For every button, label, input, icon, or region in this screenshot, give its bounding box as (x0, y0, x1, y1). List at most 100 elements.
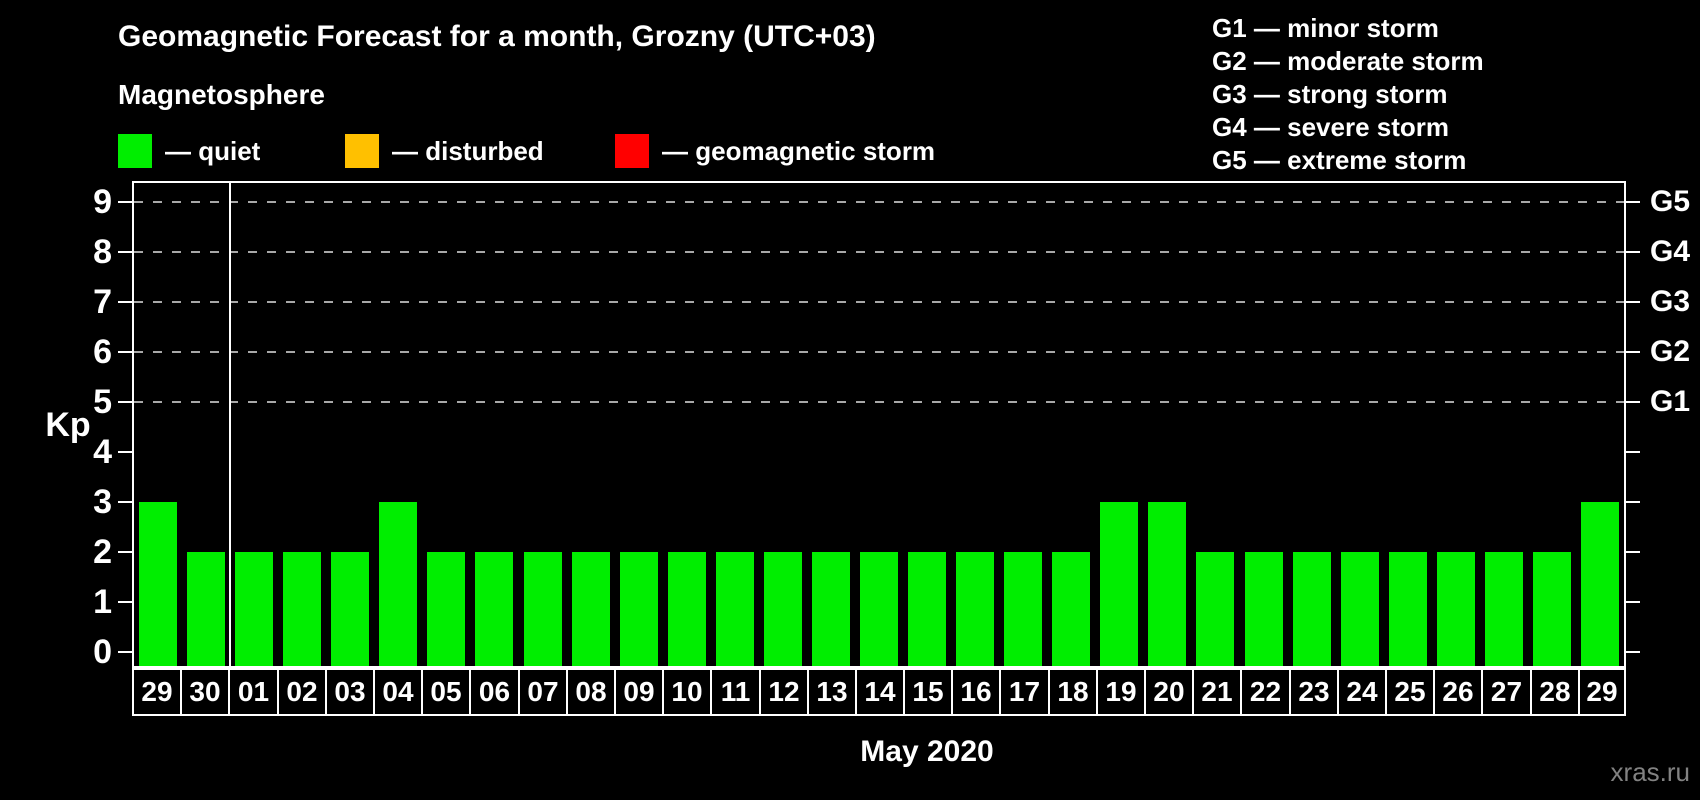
day-label-11: 11 (710, 668, 761, 716)
gridline-kp7 (134, 301, 1624, 303)
day-label-26: 26 (1433, 668, 1483, 716)
legend-label-quiet: — quiet (165, 135, 261, 166)
bar-day-24 (1341, 552, 1379, 666)
storm-color-swatch (615, 134, 649, 168)
day-label-21: 21 (1192, 668, 1242, 716)
g-scale-label-G1: G1 (1650, 385, 1691, 418)
day-label-02: 02 (277, 668, 327, 716)
day-label-27: 27 (1481, 668, 1532, 716)
storm-scale-legend-item-g5: G5 — extreme storm (1212, 145, 1467, 175)
storm-scale-legend-item-g2: G2 — moderate storm (1212, 46, 1484, 76)
legend-item-geomagnetic-storm: — geomagnetic storm (615, 133, 935, 169)
y-tick-label-7: 7 (93, 283, 112, 321)
storm-scale-legend-item-g4: G4 — severe storm (1212, 112, 1450, 142)
bar-day-27 (1485, 552, 1523, 666)
bar-day-17 (1004, 552, 1042, 666)
y-axis-title: Kp (45, 406, 91, 444)
quiet-color-swatch (118, 134, 152, 168)
bar-day-28 (1533, 552, 1571, 666)
day-label-13: 13 (807, 668, 857, 716)
g-scale-label-G2: G2 (1650, 335, 1691, 368)
day-label-29: 29 (1578, 668, 1626, 716)
day-label-15: 15 (903, 668, 953, 716)
bar-day-30 (187, 552, 225, 666)
bar-day-01 (235, 552, 273, 666)
disturbed-color-swatch (345, 134, 379, 168)
bar-day-02 (283, 552, 321, 666)
day-label-10: 10 (662, 668, 712, 716)
bar-day-11 (716, 552, 754, 666)
y-tick-label-8: 8 (93, 233, 112, 271)
bar-day-09 (620, 552, 658, 666)
bar-day-18 (1052, 552, 1090, 666)
y-tick-right-4 (1626, 451, 1640, 453)
y-tick-right-1 (1626, 601, 1640, 603)
g-scale-label-G4: G4 (1650, 235, 1691, 268)
y-tick-left-0 (118, 651, 132, 653)
y-tick-right-7 (1626, 301, 1640, 303)
y-tick-right-2 (1626, 551, 1640, 553)
y-tick-left-3 (118, 501, 132, 503)
day-label-14: 14 (855, 668, 905, 716)
legend-label-geomagnetic-storm: — geomagnetic storm (662, 135, 936, 166)
bar-day-10 (668, 552, 706, 666)
y-tick-right-6 (1626, 351, 1640, 353)
bar-day-05 (427, 552, 465, 666)
bar-day-13 (812, 552, 850, 666)
bar-day-06 (475, 552, 513, 666)
day-label-06: 06 (469, 668, 520, 716)
x-axis-day-labels: 29 30 01 02 03 04 05 06 07 08 09 10 11 12 13 14 15 16 17 18… (132, 668, 1626, 716)
y-tick-right-8 (1626, 251, 1640, 253)
y-tick-left-6 (118, 351, 132, 353)
day-label-04: 04 (373, 668, 423, 716)
day-label-30-prev: 30 (180, 668, 230, 716)
y-tick-left-7 (118, 301, 132, 303)
bar-day-29 (1581, 502, 1619, 666)
bar-day-03 (331, 552, 369, 666)
gridline-kp8 (134, 251, 1624, 253)
day-label-23: 23 (1289, 668, 1339, 716)
y-tick-left-4 (118, 451, 132, 453)
bar-day-21 (1196, 552, 1234, 666)
bar-day-23 (1293, 552, 1331, 666)
legend-item-quiet: — quiet (118, 133, 260, 169)
day-label-16: 16 (951, 668, 1001, 716)
y-tick-left-8 (118, 251, 132, 253)
day-label-09: 09 (614, 668, 664, 716)
y-tick-left-2 (118, 551, 132, 553)
y-tick-left-5 (118, 401, 132, 403)
y-tick-label-0: 0 (93, 633, 112, 671)
bar-day-07 (524, 552, 562, 666)
y-tick-label-3: 3 (93, 483, 112, 521)
x-axis-title: May 2020 (860, 735, 994, 768)
day-label-19: 19 (1096, 668, 1146, 716)
y-tick-label-9: 9 (93, 183, 112, 221)
y-tick-label-5: 5 (93, 383, 112, 421)
legend-item-disturbed: — disturbed (345, 133, 544, 169)
day-label-12: 12 (759, 668, 809, 716)
g-scale-label-G3: G3 (1650, 285, 1691, 318)
y-tick-right-5 (1626, 401, 1640, 403)
day-label-08: 08 (566, 668, 616, 716)
bar-day-04 (379, 502, 417, 666)
day-label-20: 20 (1144, 668, 1194, 716)
day-label-03: 03 (325, 668, 375, 716)
bar-day-25 (1389, 552, 1427, 666)
day-label-01: 01 (228, 668, 279, 716)
y-tick-label-2: 2 (93, 533, 112, 571)
day-label-07: 07 (518, 668, 568, 716)
day-label-24: 24 (1337, 668, 1387, 716)
plot-area (132, 181, 1626, 668)
day-label-17: 17 (999, 668, 1050, 716)
bar-day-19 (1100, 502, 1138, 666)
y-tick-right-9 (1626, 201, 1640, 203)
storm-scale-legend-item-g3: G3 — strong storm (1212, 79, 1448, 109)
bar-day-29 (139, 502, 177, 666)
g-scale-label-G5: G5 (1650, 185, 1691, 218)
day-label-29-prev: 29 (132, 668, 182, 716)
gridline-kp9 (134, 201, 1624, 203)
bar-day-15 (908, 552, 946, 666)
y-tick-label-6: 6 (93, 333, 112, 371)
month-separator-line (229, 183, 231, 666)
